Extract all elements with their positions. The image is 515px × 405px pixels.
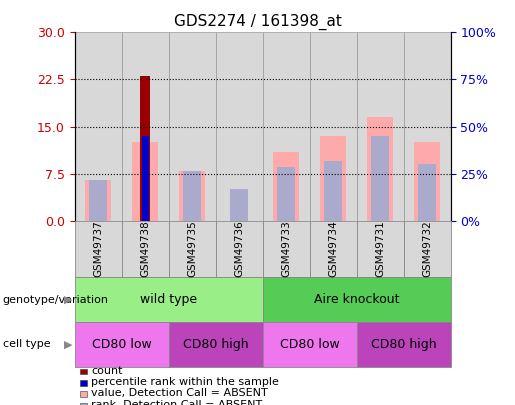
Text: ▶: ▶ bbox=[64, 295, 73, 305]
Text: GSM49735: GSM49735 bbox=[187, 221, 197, 277]
Text: count: count bbox=[91, 366, 123, 375]
Text: CD80 high: CD80 high bbox=[183, 338, 248, 351]
Text: GSM49734: GSM49734 bbox=[328, 221, 338, 277]
Bar bbox=[277, 167, 295, 221]
Bar bbox=[367, 117, 393, 221]
Bar bbox=[183, 171, 201, 221]
Bar bbox=[404, 32, 451, 221]
Bar bbox=[142, 136, 149, 221]
Bar bbox=[179, 171, 205, 221]
Text: wild type: wild type bbox=[140, 293, 197, 306]
Text: Aire knockout: Aire knockout bbox=[314, 293, 400, 306]
Bar bbox=[132, 142, 158, 221]
Text: GDS2274 / 161398_at: GDS2274 / 161398_at bbox=[174, 14, 341, 30]
Text: ▶: ▶ bbox=[64, 339, 73, 349]
Bar bbox=[122, 32, 168, 221]
Text: cell type: cell type bbox=[3, 339, 50, 349]
Text: CD80 low: CD80 low bbox=[92, 338, 151, 351]
Text: GSM49733: GSM49733 bbox=[281, 221, 291, 277]
Bar bbox=[168, 32, 216, 221]
Bar bbox=[273, 151, 299, 221]
Text: percentile rank within the sample: percentile rank within the sample bbox=[91, 377, 279, 387]
Bar bbox=[414, 142, 440, 221]
Bar bbox=[75, 32, 122, 221]
Text: GSM49737: GSM49737 bbox=[93, 221, 103, 277]
Text: CD80 high: CD80 high bbox=[371, 338, 436, 351]
Text: rank, Detection Call = ABSENT: rank, Detection Call = ABSENT bbox=[91, 400, 262, 405]
Text: genotype/variation: genotype/variation bbox=[3, 295, 109, 305]
Text: GSM49732: GSM49732 bbox=[422, 221, 432, 277]
Text: CD80 low: CD80 low bbox=[280, 338, 339, 351]
Bar bbox=[230, 189, 248, 221]
Bar bbox=[324, 161, 342, 221]
Bar bbox=[216, 32, 263, 221]
Text: GSM49736: GSM49736 bbox=[234, 221, 244, 277]
Bar bbox=[140, 76, 150, 221]
Bar bbox=[356, 32, 404, 221]
Bar bbox=[263, 32, 310, 221]
Text: GSM49731: GSM49731 bbox=[375, 221, 385, 277]
Bar bbox=[320, 136, 346, 221]
Bar bbox=[85, 180, 111, 221]
Bar bbox=[418, 164, 436, 221]
Text: value, Detection Call = ABSENT: value, Detection Call = ABSENT bbox=[91, 388, 268, 398]
Text: GSM49738: GSM49738 bbox=[140, 221, 150, 277]
Bar bbox=[89, 180, 107, 221]
Bar bbox=[371, 136, 389, 221]
Bar bbox=[310, 32, 356, 221]
